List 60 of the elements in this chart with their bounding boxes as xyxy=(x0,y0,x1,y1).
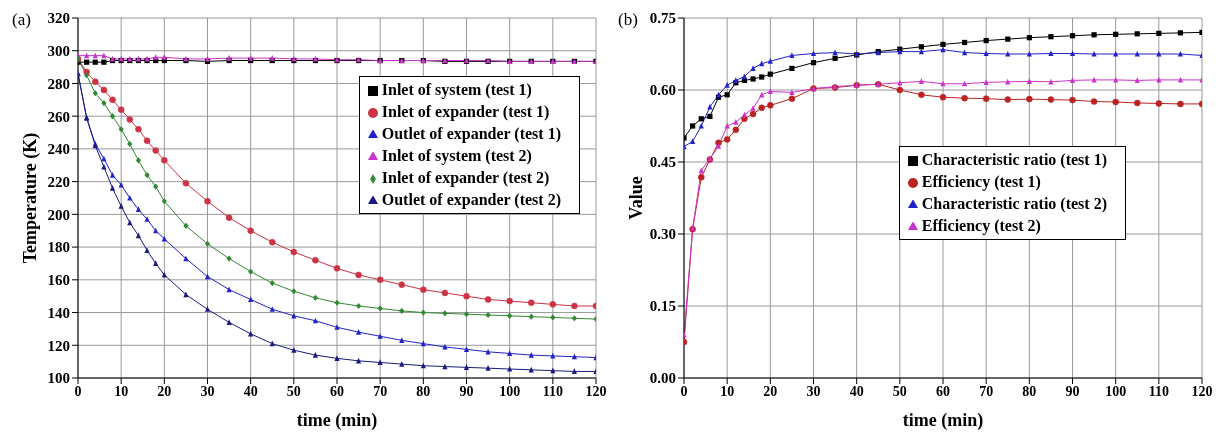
y-tick-label: 220 xyxy=(47,173,70,190)
y-tick-label: 320 xyxy=(47,10,70,27)
x-axis-title: time (min) xyxy=(296,410,378,431)
y-tick-label: 0.00 xyxy=(649,370,676,387)
x-tick-label: 50 xyxy=(286,383,301,399)
y-tick-label: 120 xyxy=(47,337,70,354)
legend-label: Characteristic ratio (test 2) xyxy=(921,195,1107,212)
x-tick-label: 0 xyxy=(680,383,688,399)
x-tick-label: 20 xyxy=(157,383,172,399)
x-tick-label: 30 xyxy=(200,383,215,399)
x-tick-label: 60 xyxy=(330,383,344,399)
x-tick-label: 70 xyxy=(373,383,388,399)
y-tick-label: 200 xyxy=(47,206,70,223)
y-tick-label: 0.45 xyxy=(649,154,676,171)
x-tick-label: 50 xyxy=(892,383,907,399)
y-tick-label: 0.30 xyxy=(649,226,676,243)
y-tick-label: 300 xyxy=(47,43,70,60)
y-tick-label: 160 xyxy=(47,272,70,289)
x-tick-label: 80 xyxy=(1022,383,1037,399)
legend-label: Inlet of expander (test 1) xyxy=(381,103,550,120)
x-tick-label: 120 xyxy=(1191,383,1213,399)
y-tick-label: 260 xyxy=(47,108,70,125)
x-tick-label: 80 xyxy=(416,383,431,399)
x-tick-label: 110 xyxy=(1148,383,1169,399)
x-tick-label: 0 xyxy=(74,383,82,399)
legend-label: Efficiency (test 2) xyxy=(921,217,1041,234)
legend-label: Inlet of system (test 2) xyxy=(381,147,532,164)
x-tick-label: 60 xyxy=(936,383,950,399)
x-tick-label: 100 xyxy=(1105,383,1127,399)
x-tick-label: 120 xyxy=(585,383,607,399)
x-tick-label: 30 xyxy=(806,383,821,399)
x-tick-label: 10 xyxy=(720,383,735,399)
y-tick-label: 180 xyxy=(47,239,70,256)
x-tick-label: 20 xyxy=(763,383,778,399)
x-tick-label: 100 xyxy=(499,383,521,399)
y-tick-label: 0.60 xyxy=(649,82,676,99)
x-axis-title: time (min) xyxy=(902,410,984,431)
legend-label: Efficiency (test 1) xyxy=(921,173,1041,190)
y-tick-label: 0.75 xyxy=(649,10,676,27)
y-tick-label: 100 xyxy=(47,370,70,387)
x-tick-label: 90 xyxy=(459,383,474,399)
legend-label: Characteristic ratio (test 1) xyxy=(921,151,1107,168)
x-tick-label: 110 xyxy=(542,383,563,399)
x-tick-label: 10 xyxy=(114,383,129,399)
y-tick-label: 280 xyxy=(47,75,70,92)
x-tick-label: 40 xyxy=(849,383,864,399)
y-axis-title: Value xyxy=(626,176,647,220)
y-tick-label: 0.15 xyxy=(649,298,676,315)
x-tick-label: 70 xyxy=(979,383,994,399)
x-tick-label: 90 xyxy=(1065,383,1080,399)
x-tick-label: 40 xyxy=(243,383,258,399)
legend-label: Inlet of system (test 1) xyxy=(381,81,532,98)
y-tick-label: 140 xyxy=(47,304,70,321)
chart-title: (b) xyxy=(618,10,638,30)
chart-title: (a) xyxy=(12,10,31,30)
y-axis-title: Temperature (K) xyxy=(20,132,42,264)
y-tick-label: 240 xyxy=(47,141,70,158)
legend-label: Outlet of expander (test 1) xyxy=(381,125,561,142)
legend-label: Inlet of expander (test 2) xyxy=(381,169,550,186)
legend-label: Outlet of expander (test 2) xyxy=(381,191,561,208)
